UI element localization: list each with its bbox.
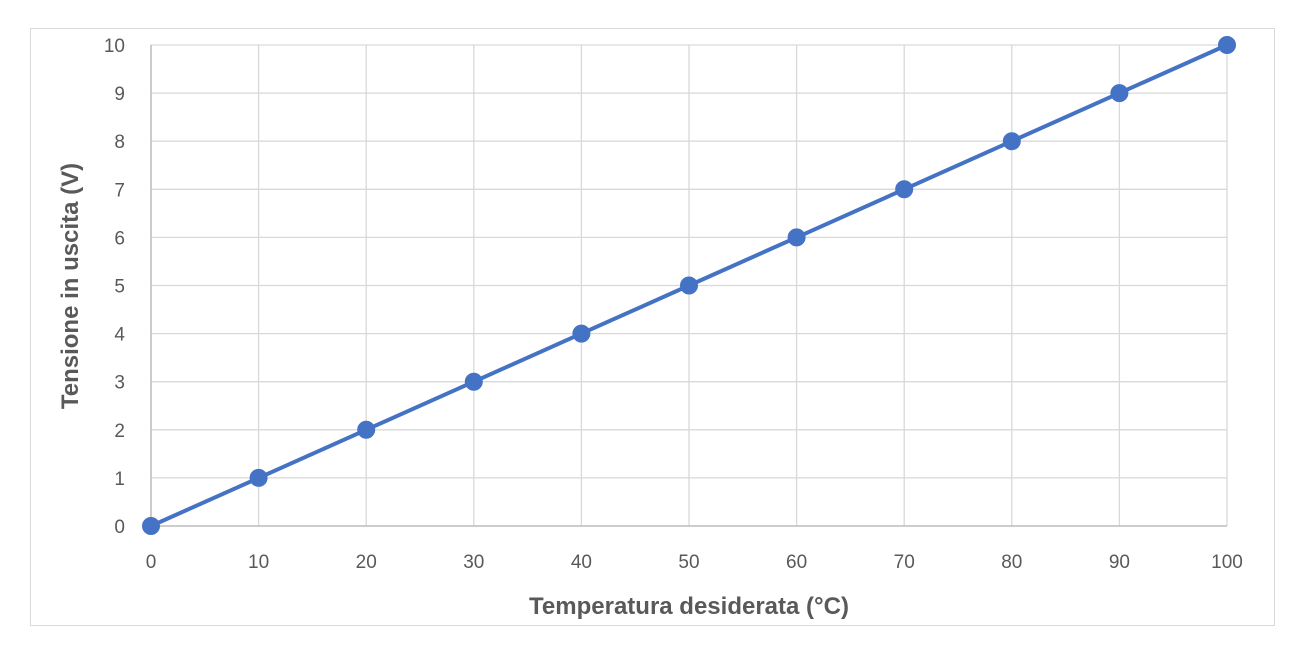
x-tick-label: 30 [463, 552, 484, 573]
data-point [572, 324, 591, 343]
y-tick-label: 3 [114, 373, 125, 394]
y-tick-label: 10 [104, 36, 125, 57]
y-tick-label: 5 [114, 277, 125, 298]
y-tick-label: 0 [114, 517, 125, 538]
x-tick-label: 0 [146, 552, 157, 573]
data-point [1218, 36, 1236, 54]
y-tick-label: 6 [114, 228, 125, 249]
data-point [464, 372, 483, 391]
x-tick-label: 50 [678, 552, 699, 573]
axes [150, 45, 1227, 527]
y-tick-label: 8 [114, 132, 125, 153]
x-tick-label: 80 [1001, 552, 1022, 573]
x-tick-labels: 0 10 20 30 40 50 60 70 80 90 100 [146, 552, 1243, 573]
x-tick-label: 70 [894, 552, 915, 573]
data-point [895, 180, 914, 199]
x-tick-label: 100 [1211, 552, 1243, 573]
data-point [357, 420, 376, 439]
y-axis-title: Tensione in uscita (V) [57, 163, 84, 409]
data-point [142, 517, 160, 535]
y-tick-label: 1 [114, 469, 125, 490]
x-axis-title: Temperatura desiderata (°C) [529, 593, 849, 620]
x-tick-label: 20 [356, 552, 377, 573]
y-tick-label: 2 [114, 421, 125, 442]
y-tick-label: 4 [114, 325, 125, 346]
x-tick-label: 40 [571, 552, 592, 573]
y-tick-label: 9 [114, 84, 125, 105]
data-point [249, 468, 268, 487]
data-points [142, 36, 1236, 535]
x-tick-label: 60 [786, 552, 807, 573]
data-point [787, 228, 806, 247]
y-tick-labels: 0 1 2 3 4 5 6 7 8 9 10 [104, 36, 126, 538]
x-tick-label: 10 [248, 552, 269, 573]
data-point [1110, 84, 1129, 103]
x-tick-label: 90 [1109, 552, 1130, 573]
data-point [1002, 132, 1021, 151]
y-tick-label: 7 [114, 180, 125, 201]
data-point [680, 276, 698, 295]
